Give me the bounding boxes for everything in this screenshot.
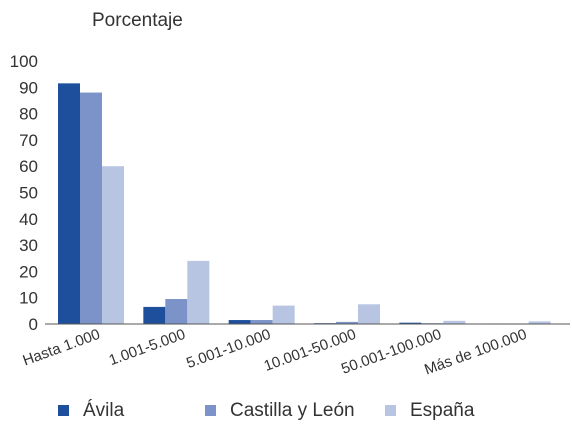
legend-label: Castilla y León <box>230 400 355 421</box>
y-tick-label: 40 <box>19 210 38 229</box>
y-tick-label: 80 <box>19 105 38 124</box>
bar-3-2 <box>358 304 380 324</box>
x-axis-ticks: Hasta 1.000 1.001-5.0005.001-10.00010.001… <box>21 326 529 379</box>
y-tick-label: 60 <box>19 157 38 176</box>
x-tick-label: 5.001-10.000 <box>184 326 273 372</box>
bar-0-0 <box>58 83 80 324</box>
y-axis-label: Porcentaje <box>92 10 183 31</box>
y-tick-label: 0 <box>29 315 38 334</box>
legend-label: España <box>410 400 475 421</box>
y-tick-label: 10 <box>19 289 38 308</box>
legend-swatch <box>385 405 396 416</box>
bar-1-1 <box>165 299 187 324</box>
bar-2-2 <box>273 306 295 324</box>
legend-swatch <box>58 405 69 416</box>
y-tick-label: 70 <box>19 131 38 150</box>
legend-label: Ávila <box>83 400 125 421</box>
y-tick-label: 100 <box>10 52 38 71</box>
y-tick-label: 90 <box>19 78 38 97</box>
legend: Ávila Castilla y León España <box>58 400 475 421</box>
bar-2-0 <box>229 320 251 324</box>
bar-1-0 <box>143 307 165 324</box>
bar-0-1 <box>80 93 102 324</box>
bar-2-1 <box>251 320 273 324</box>
bar-1-2 <box>187 261 209 324</box>
bars <box>58 83 551 324</box>
legend-swatch <box>205 405 216 416</box>
y-tick-label: 30 <box>19 236 38 255</box>
bar-0-2 <box>102 166 124 324</box>
y-tick-label: 20 <box>19 262 38 281</box>
x-tick-label: 1.001-5.000 <box>107 326 188 369</box>
y-tick-label: 50 <box>19 184 38 203</box>
y-axis-ticks: 0 10 20 30 40 50 60 70 80 90 100 <box>10 52 38 334</box>
